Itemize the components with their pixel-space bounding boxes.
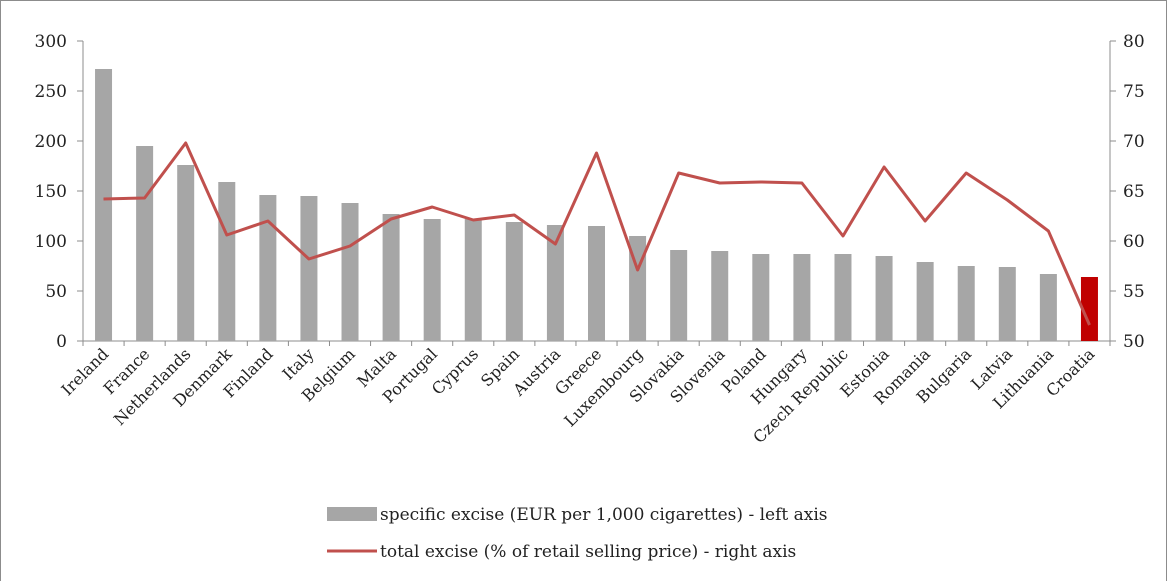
bar-poland [752, 254, 770, 341]
right-tick-label: 60 [1123, 232, 1145, 252]
bar-malta [382, 214, 400, 341]
bar-lithuania [1039, 274, 1057, 341]
bar-romania [916, 262, 934, 341]
right-tick-label: 65 [1123, 182, 1145, 202]
bar-ireland [95, 69, 113, 341]
bar-cyprus [464, 219, 482, 341]
bar-belgium [341, 203, 359, 341]
bar-greece [588, 226, 605, 341]
bar-france [136, 146, 154, 341]
right-tick-label: 75 [1123, 82, 1145, 102]
bar-portugal [423, 219, 441, 341]
bar-czech-republic [834, 254, 852, 341]
left-tick-label: 100 [35, 232, 67, 252]
legend-bar-swatch [327, 507, 377, 521]
left-tick-label: 0 [56, 332, 67, 352]
bar-denmark [218, 182, 236, 341]
left-tick-label: 50 [45, 282, 67, 302]
right-tick-label: 70 [1123, 132, 1145, 152]
bar-estonia [875, 256, 893, 341]
right-tick-label: 55 [1123, 282, 1145, 302]
legend-line-label: total excise (% of retail selling price)… [380, 542, 796, 562]
bar-spain [505, 222, 523, 341]
bar-bulgaria [957, 266, 975, 341]
bar-croatia [1080, 277, 1098, 341]
bar-slovenia [711, 251, 729, 341]
legend: specific excise (EUR per 1,000 cigarette… [327, 505, 828, 562]
right-tick-label: 80 [1123, 32, 1145, 52]
left-tick-label: 250 [35, 82, 67, 102]
left-tick-label: 300 [35, 32, 67, 52]
bar-hungary [793, 254, 811, 341]
right-tick-label: 50 [1123, 332, 1145, 352]
bar-finland [259, 195, 277, 341]
legend-bar-label: specific excise (EUR per 1,000 cigarette… [380, 505, 828, 525]
bar-austria [546, 225, 564, 341]
bar-italy [300, 196, 318, 341]
bar-latvia [998, 267, 1016, 341]
left-tick-label: 150 [35, 182, 67, 202]
bar-slovakia [670, 250, 688, 341]
bar-netherlands [177, 165, 195, 341]
left-tick-label: 200 [35, 132, 67, 152]
